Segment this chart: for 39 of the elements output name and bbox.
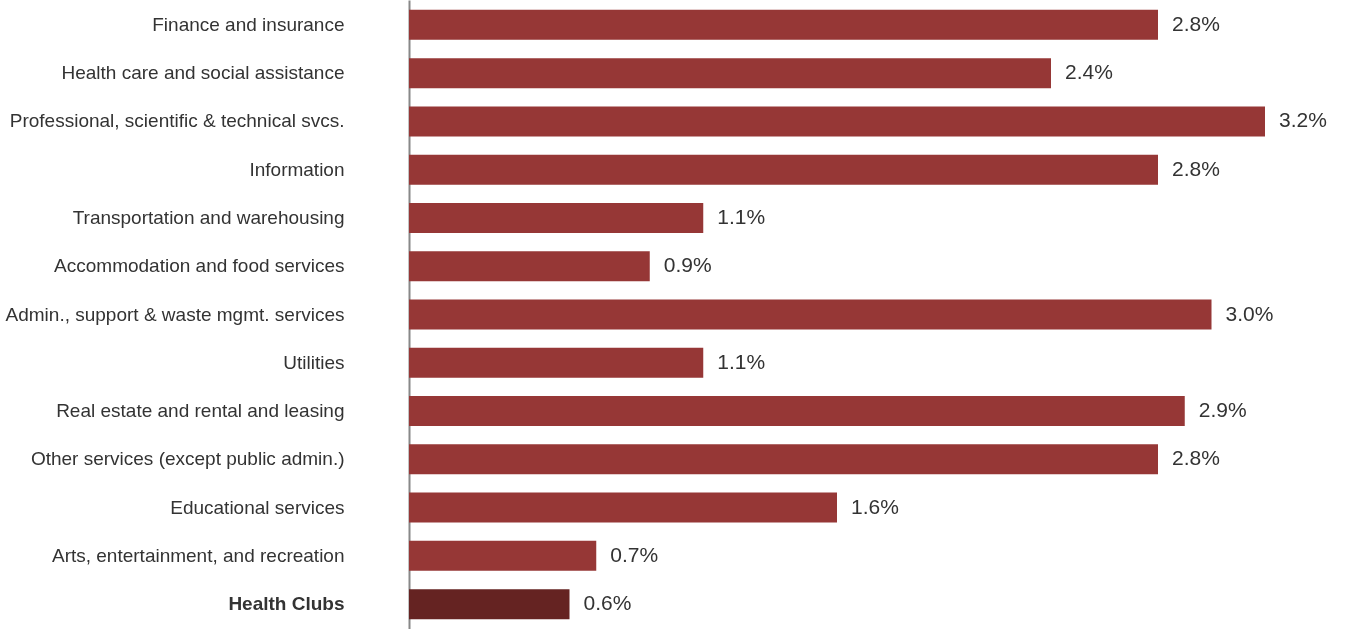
y-tick-label: Health Clubs	[228, 593, 345, 615]
data-label: 2.8%	[1172, 11, 1220, 35]
y-tick-label: Utilities	[283, 351, 345, 373]
bar	[409, 106, 1265, 137]
data-label: 1.1%	[717, 349, 766, 373]
data-label: 1.1%	[717, 204, 766, 228]
data-label: 0.7%	[610, 542, 659, 566]
y-tick-label: Other services (except public admin.)	[30, 448, 345, 470]
data-label: 1.6%	[851, 494, 899, 518]
data-label: 3.0%	[1225, 301, 1274, 325]
bar	[409, 154, 1158, 185]
y-tick-label: Transportation and warehousing	[72, 206, 345, 228]
data-label: 0.6%	[583, 591, 632, 615]
y-tick-label: Educational services	[170, 496, 345, 518]
data-label: 2.8%	[1172, 156, 1220, 180]
y-tick-label: Arts, entertainment, and recreation	[51, 544, 345, 566]
y-tick-label: Admin., support & waste mgmt. services	[5, 303, 345, 325]
y-tick-label: Accommodation and food services	[54, 255, 345, 277]
y-tick-label: Health care and social assistance	[61, 62, 345, 84]
bar	[409, 396, 1185, 427]
y-tick-label: Real estate and rental and leasing	[56, 400, 345, 422]
y-tick-label: Information	[249, 158, 345, 180]
bar	[409, 58, 1051, 89]
data-label: 2.8%	[1172, 446, 1220, 470]
data-label: 0.9%	[663, 253, 712, 277]
bar	[409, 202, 704, 233]
y-tick-label: Finance and insurance	[152, 13, 345, 35]
bar	[409, 347, 704, 378]
data-label: 2.4%	[1065, 60, 1113, 84]
data-label: 2.9%	[1198, 398, 1247, 422]
bar	[409, 444, 1158, 475]
bar	[409, 540, 597, 571]
bar	[409, 299, 1212, 330]
bar	[409, 251, 650, 282]
data-label: 3.2%	[1279, 108, 1327, 132]
y-tick-label: Professional, scientific & technical svcs.	[9, 110, 345, 132]
bar	[409, 9, 1158, 40]
bar	[409, 492, 837, 523]
bar	[409, 589, 570, 620]
